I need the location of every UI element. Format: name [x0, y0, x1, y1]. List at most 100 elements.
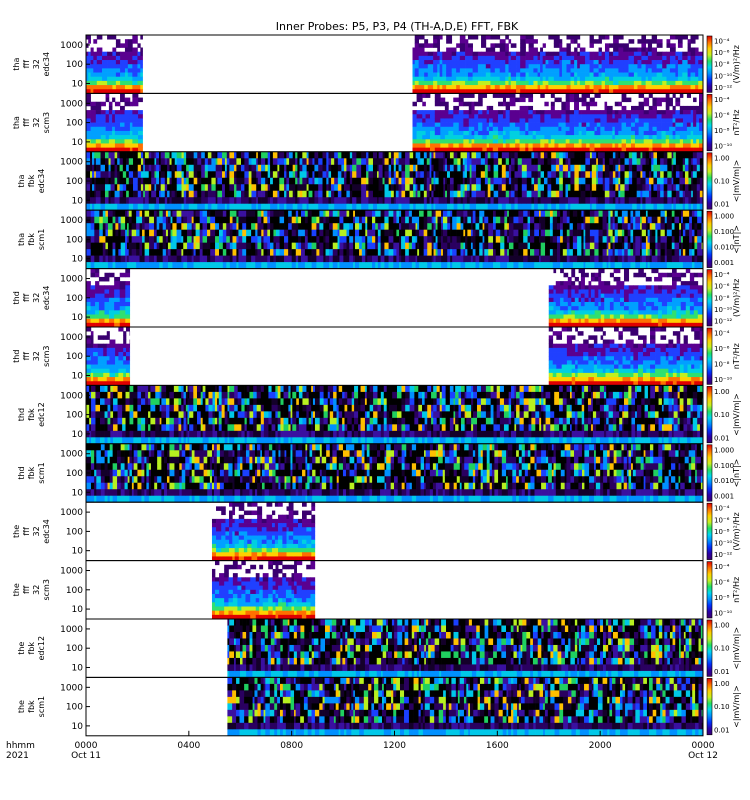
panel-10: 1000 100 10 the fbk edc12 1.00 0.10 0.01<|mV/m|> — [17, 618, 741, 678]
panel-content — [86, 268, 703, 328]
y-tick-label: 10 — [72, 79, 84, 89]
panel-label-line: edc34 — [37, 169, 46, 194]
panel-label-line: scm1 — [37, 229, 46, 250]
panel-label-line: fff — [22, 585, 31, 594]
y-tick-label: 1000 — [60, 391, 83, 401]
colorbar — [706, 94, 713, 152]
panel-label-line: fbk — [27, 642, 36, 655]
y-tick-label: 100 — [66, 644, 83, 654]
colorbar-tick-label: 0.10 — [714, 645, 730, 653]
colorbar-tick-label: 10⁻¹² — [714, 318, 732, 326]
colorbar-tick-label: 10⁻⁶ — [714, 283, 730, 291]
x-tick-label: 0800 — [280, 741, 303, 751]
panel-label-line: fff — [22, 352, 31, 361]
panel-label-line: scm3 — [42, 579, 51, 600]
colorbar-tick-label: 1.000 — [714, 446, 734, 454]
y-tick-label: 1000 — [60, 333, 83, 343]
panel-content — [86, 385, 703, 444]
panel-content — [211, 502, 316, 561]
panel-label-line: fbk — [27, 174, 36, 187]
y-tick-label: 1000 — [60, 275, 83, 285]
colorbar-tick-label: 10⁻¹⁰ — [714, 142, 732, 150]
panel-label-line: edc34 — [42, 286, 51, 311]
data-span-0 — [211, 502, 316, 561]
colorbar-label: <|mV/m|> — [732, 627, 741, 670]
colorbar-tick-label: 0.01 — [714, 434, 730, 442]
y-tick-label: 100 — [66, 469, 83, 479]
panel-label-line: fbk — [27, 233, 36, 246]
panel-label-line: thd — [12, 350, 21, 363]
panel-9: 1000 100 10 the fff 32 scm3 10⁻⁴ 10⁻⁶ 10⁻⁸ 10⁻¹⁰nT… — [12, 560, 741, 620]
colorbar-tick-label: 10⁻¹⁰ — [714, 306, 732, 314]
colorbar-tick-label: 10⁻⁴ — [714, 330, 730, 338]
panel-label-line: tha — [12, 58, 21, 71]
panel-label-line: fbk — [27, 700, 36, 713]
y-tick-label: 10 — [72, 605, 84, 615]
panel-label: the fbk edc12 — [17, 636, 46, 661]
data-span-1 — [548, 268, 703, 328]
y-tick-label: 10 — [72, 138, 84, 148]
data-span-0 — [86, 93, 143, 152]
colorbar-tick-label: 0.001 — [714, 259, 734, 267]
y-tick-label: 100 — [66, 527, 83, 537]
panel-4: 1000 100 10 thd fff 32 edc34 10⁻⁴ 10⁻⁶ 10⁻⁸ 10⁻¹⁰ 1… — [12, 268, 741, 328]
x-axis-label-format: hhmm — [6, 741, 35, 751]
data-span-0 — [86, 151, 703, 211]
panel-label-line: the — [12, 583, 21, 596]
data-span-0 — [86, 210, 703, 269]
panel-label-line: the — [12, 525, 21, 538]
y-tick-label: 1000 — [60, 216, 83, 226]
panel-0: 1000 100 10 tha fff 32 edc34 10⁻⁴ 10⁻⁶ 10⁻⁸ 10⁻¹⁰ 1… — [12, 34, 741, 94]
colorbar-tick-label: 0.10 — [714, 178, 730, 186]
x-tick-date: Oct 11 — [71, 751, 101, 761]
x-tick-label: 1600 — [486, 741, 509, 751]
panel-7: 1000 100 10 thd fbk scm1 1.000 0.100 0.010 0.001 <… — [17, 443, 741, 503]
colorbar-tick-label: 10⁻⁶ — [714, 579, 730, 587]
colorbar-tick-label: 10⁻⁴ — [714, 96, 730, 104]
colorbar — [706, 619, 713, 677]
panel-label-line: fff — [22, 527, 31, 536]
colorbar-label: <|nT|> — [732, 459, 741, 488]
colorbar-tick-label: 10⁻¹⁰ — [714, 72, 732, 80]
panel-label: tha fff 32 edc34 — [12, 52, 51, 77]
colorbar-label: <|mV/m|> — [732, 160, 741, 203]
colorbar — [706, 386, 713, 444]
panel-label-line: thd — [17, 466, 26, 479]
panel-label-line: edc34 — [42, 52, 51, 77]
panel-label: tha fff 32 scm3 — [12, 112, 51, 133]
data-span-0 — [86, 443, 703, 503]
panel-label-line: fbk — [27, 466, 36, 479]
colorbar — [706, 678, 713, 736]
panel-8: 1000 100 10 the fff 32 edc34 10⁻⁴ 10⁻⁶ 10⁻⁸ 10⁻¹⁰ 1… — [12, 501, 741, 562]
data-span-1 — [412, 35, 703, 94]
colorbar — [706, 327, 713, 385]
panel-label-line: fff — [22, 293, 31, 302]
colorbar-tick-label: 0.10 — [714, 703, 730, 711]
y-tick-label: 1000 — [60, 508, 83, 518]
panel-content — [86, 35, 703, 94]
panel-label-line: 32 — [32, 351, 41, 361]
y-tick-label: 100 — [66, 119, 83, 129]
y-tick-label: 100 — [66, 177, 83, 187]
panel-label-line: 32 — [32, 118, 41, 128]
panel-label-line: tha — [17, 233, 26, 246]
panel-label-line: fbk — [27, 408, 36, 421]
panel-11: 1000 100 10 the fbk scm1 1.00 0.10 0.01<|mV/m|> — [17, 676, 741, 737]
data-span-0 — [86, 385, 703, 444]
data-span-1 — [548, 327, 703, 386]
colorbar-tick-label: 1.00 — [714, 388, 730, 396]
colorbar-tick-label: 10⁻⁴ — [714, 271, 730, 279]
data-span-0 — [227, 677, 703, 736]
panel-content — [86, 210, 703, 269]
colorbar-tick-label: 0.010 — [714, 244, 734, 252]
y-tick-label: 100 — [66, 294, 83, 304]
colorbar — [706, 35, 713, 93]
panel-label-line: edc34 — [42, 519, 51, 544]
panel-label-line: 32 — [32, 585, 41, 595]
panel-2: 1000 100 10 tha fbk edc34 1.00 0.10 0.01<|mV/m|> — [17, 151, 741, 211]
colorbar-tick-label: 10⁻⁸ — [714, 294, 730, 302]
panel-label-line: 32 — [32, 526, 41, 536]
panel-label: the fff 32 edc34 — [12, 519, 51, 544]
x-tick-label: 0000 — [75, 741, 98, 751]
colorbar — [706, 152, 713, 210]
